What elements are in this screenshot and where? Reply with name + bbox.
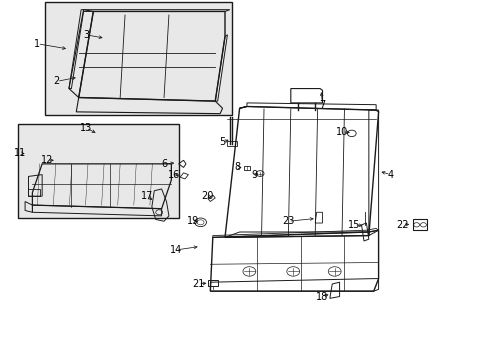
Text: 1: 1 — [34, 39, 40, 49]
Bar — [44, 3, 232, 116]
Text: 4: 4 — [387, 170, 393, 180]
Text: 10: 10 — [335, 127, 347, 136]
Text: 14: 14 — [170, 245, 182, 255]
Text: 13: 13 — [80, 123, 92, 133]
Text: 16: 16 — [167, 170, 180, 180]
Text: 11: 11 — [14, 148, 26, 158]
Text: 18: 18 — [316, 292, 328, 302]
Text: 3: 3 — [83, 30, 89, 40]
Text: 15: 15 — [347, 220, 360, 230]
Text: 22: 22 — [396, 220, 408, 230]
Text: 19: 19 — [187, 216, 199, 226]
Bar — [18, 125, 178, 218]
Text: 9: 9 — [251, 170, 257, 180]
Text: 20: 20 — [202, 191, 214, 201]
Text: 23: 23 — [282, 216, 294, 226]
Text: 21: 21 — [192, 279, 204, 289]
Text: 6: 6 — [161, 159, 167, 169]
Text: 17: 17 — [141, 191, 153, 201]
Text: 5: 5 — [219, 138, 225, 147]
Text: 2: 2 — [54, 76, 60, 86]
Text: 12: 12 — [41, 155, 53, 165]
Text: 7: 7 — [319, 100, 325, 110]
Text: 8: 8 — [234, 162, 240, 172]
